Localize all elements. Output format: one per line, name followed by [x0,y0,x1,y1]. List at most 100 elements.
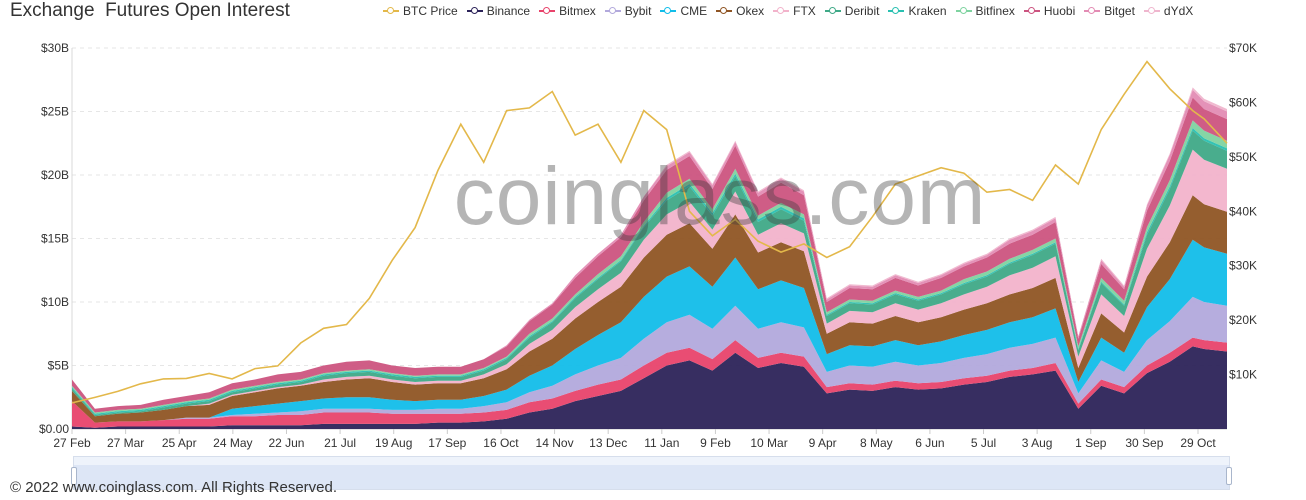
y-axis-left: $0.00 $5B $10B $15B $20B $25B $30B [39,41,69,436]
area-series-deribit [72,130,1227,417]
btc-price-line [71,60,1228,404]
legend-item-okex[interactable]: Okex [716,4,764,18]
x-tick-label: 5 Jul [971,436,996,450]
x-tick-label: 9 Apr [809,436,837,450]
legend-label: Deribit [844,4,880,18]
stacked-areas [72,87,1227,429]
x-tick-label: 1 Sep [1075,436,1107,450]
legend-item-btc-price[interactable]: BTC Price [383,4,458,18]
area-series-cme [72,239,1227,423]
legend-swatch-icon [716,6,733,16]
legend-swatch-icon [824,6,841,16]
legend-label: Bitget [1104,4,1135,18]
legend-label: Huobi [1043,4,1076,18]
legend-label: Bybit [624,4,652,18]
x-tick-label: 14 Nov [536,436,574,450]
x-tick-label: 27 Feb [53,436,91,450]
legend-item-huobi[interactable]: Huobi [1023,4,1076,18]
chart-legend: BTC Price Binance Bitmex Bybit CME Okex FTX Der… [383,3,1283,19]
y-left-tick-label: $25B [41,105,69,119]
legend-item-bitget[interactable]: Bitget [1084,4,1135,18]
x-tick-label: 25 Apr [162,436,197,450]
y-right-tick-label: $40K [1229,204,1257,218]
legend-swatch-icon [773,6,790,16]
x-tick-label: 19 Aug [375,436,412,450]
legend-item-binance[interactable]: Binance [466,4,531,18]
y-right-tick-label: $20K [1229,313,1257,327]
area-series-binance [72,346,1227,429]
area-series-dydx [72,87,1227,409]
legend-label: BTC Price [403,4,458,18]
legend-item-dydx[interactable]: dYdX [1143,4,1194,18]
legend-item-bitfinex[interactable]: Bitfinex [955,4,1015,18]
y-left-tick-label: $10B [41,295,69,309]
legend-label: FTX [793,4,816,18]
range-slider-selection [74,465,1229,489]
y-right-tick-label: $50K [1229,150,1257,164]
legend-swatch-icon [660,6,677,16]
x-tick-label: 8 May [860,436,893,450]
area-series-bybit [72,296,1227,423]
x-tick-label: 22 Jun [268,436,304,450]
x-tick-label: 24 May [213,436,252,450]
copyright-footer: © 2022 www.coinglass.com. All Rights Res… [10,479,338,496]
y-left-tick-label: $20B [41,168,69,182]
legend-item-deribit[interactable]: Deribit [824,4,880,18]
x-tick-label: 11 Jan [644,436,679,450]
legend-swatch-icon [1143,6,1160,16]
line-series-btc-price [71,60,1228,404]
legend-label: Bitmex [559,4,596,18]
area-series-bitget [72,89,1227,409]
range-slider-right-handle[interactable] [1226,467,1232,485]
area-series-bitfinex [72,120,1227,414]
x-tick-label: 29 Oct [1180,436,1216,450]
legend-swatch-icon [888,6,905,16]
area-series-huobi [72,97,1227,413]
x-tick-label: 21 Jul [324,436,356,450]
x-tick-label: 6 Jun [915,436,944,450]
y-axis-right: $10K $20K $30K $40K $50K $60K $70K [1229,41,1257,382]
y-left-tick-label: $0.00 [39,422,69,436]
legend-item-bybit[interactable]: Bybit [604,4,652,18]
legend-swatch-icon [1023,6,1040,16]
area-series-kraken [72,128,1227,415]
legend-label: Bitfinex [975,4,1015,18]
x-tick-label: 17 Sep [428,436,466,450]
legend-label: Okex [736,4,765,18]
legend-label: Kraken [908,4,947,18]
legend-item-bitmex[interactable]: Bitmex [539,4,596,18]
y-right-tick-label: $60K [1229,95,1257,109]
legend-item-cme[interactable]: CME [660,4,707,18]
y-left-tick-label: $30B [41,41,69,55]
range-slider[interactable] [71,456,1232,490]
legend-swatch-icon [604,6,621,16]
legend-swatch-icon [383,6,399,16]
legend-swatch-icon [1084,6,1101,16]
x-tick-label: 9 Feb [700,436,731,450]
legend-swatch-icon [466,6,483,16]
x-axis: 27 Feb 27 Mar 25 Apr 24 May 22 Jun 21 Jul 19 A… [53,429,1216,450]
area-series-ftx [72,149,1227,417]
y-right-tick-label: $30K [1229,259,1257,273]
chart-title: Exchange Futures Open Interest [10,0,290,21]
x-tick-label: 10 Mar [750,436,787,450]
legend-swatch-icon [955,6,972,16]
legend-label: dYdX [1163,4,1194,18]
y-right-tick-label: $10K [1229,368,1257,382]
y-right-tick-label: $70K [1229,41,1257,55]
legend-label: Binance [486,4,531,18]
y-left-tick-label: $15B [41,232,69,246]
area-series-okex [72,195,1227,423]
x-tick-label: 30 Sep [1125,436,1163,450]
range-slider-left-handle[interactable] [71,467,77,485]
x-tick-label: 16 Oct [483,436,519,450]
x-tick-label: 27 Mar [107,436,144,450]
legend-item-ftx[interactable]: FTX [773,4,816,18]
legend-swatch-icon [539,6,556,16]
x-tick-label: 3 Aug [1022,436,1053,450]
legend-item-kraken[interactable]: Kraken [888,4,947,18]
x-tick-label: 13 Dec [589,436,627,450]
chart-plot[interactable]: 27 Feb 27 Mar 25 Apr 24 May 22 Jun 21 Jul 19 A… [0,0,1306,460]
y-left-tick-label: $5B [48,359,69,373]
legend-label: CME [680,4,708,18]
